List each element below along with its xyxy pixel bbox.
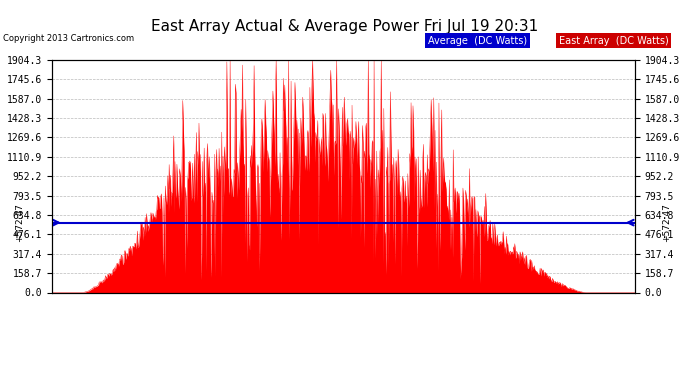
Text: Average  (DC Watts): Average (DC Watts) [428, 36, 527, 46]
Text: +572.47: +572.47 [15, 203, 24, 242]
Text: +572.47: +572.47 [662, 203, 671, 242]
Text: East Array Actual & Average Power Fri Jul 19 20:31: East Array Actual & Average Power Fri Ju… [151, 19, 539, 34]
Text: East Array  (DC Watts): East Array (DC Watts) [559, 36, 669, 46]
Text: Copyright 2013 Cartronics.com: Copyright 2013 Cartronics.com [3, 34, 135, 43]
